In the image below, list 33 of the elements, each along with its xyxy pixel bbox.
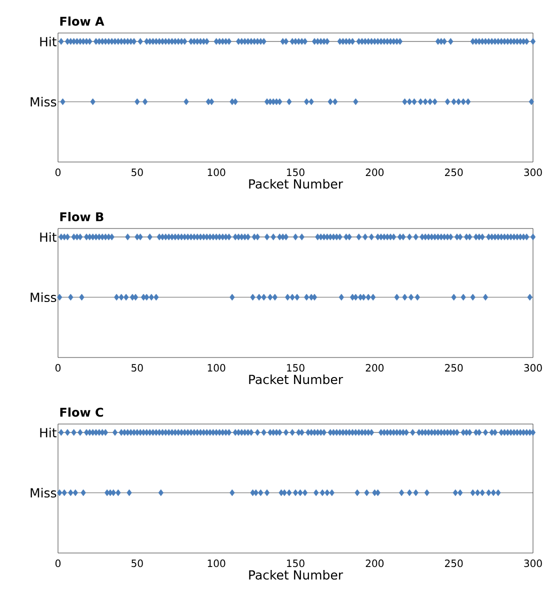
x-tick-label: 250 <box>445 364 463 372</box>
chart-title: Flow A <box>60 16 104 26</box>
x-tick-label: 150 <box>287 364 304 372</box>
x-tick-label: 50 <box>132 560 143 568</box>
x-tick-label: 0 <box>55 364 61 372</box>
x-tick-label: 200 <box>366 168 384 176</box>
y-tick-label: Miss <box>30 292 56 302</box>
x-tick-label: 50 <box>132 364 143 372</box>
x-axis-title: Packet Number <box>249 374 344 384</box>
x-tick-label: 150 <box>287 168 304 176</box>
y-tick-label: Hit <box>40 36 56 46</box>
x-tick-label: 100 <box>208 168 226 176</box>
x-tick-label: 300 <box>524 560 542 568</box>
x-tick-label: 0 <box>55 168 61 176</box>
x-axis-title: Packet Number <box>249 570 344 580</box>
x-tick-label: 100 <box>208 364 226 372</box>
x-tick-label: 100 <box>208 560 226 568</box>
x-tick-label: 300 <box>524 364 542 372</box>
x-tick-label: 0 <box>55 560 61 568</box>
x-tick-label: 150 <box>287 560 304 568</box>
y-tick-label: Hit <box>40 428 56 438</box>
x-tick-label: 200 <box>366 560 384 568</box>
x-tick-label: 250 <box>445 168 463 176</box>
x-tick-label: 50 <box>132 168 143 176</box>
y-tick-label: Miss <box>30 96 56 107</box>
chart-title: Flow C <box>60 408 104 417</box>
x-tick-label: 300 <box>524 168 542 176</box>
chart-title: Flow B <box>60 212 104 222</box>
y-tick-label: Hit <box>40 232 56 242</box>
x-axis-title: Packet Number <box>249 178 344 189</box>
y-tick-label: Miss <box>30 488 56 498</box>
x-tick-label: 250 <box>445 560 463 568</box>
x-tick-label: 200 <box>366 364 384 372</box>
